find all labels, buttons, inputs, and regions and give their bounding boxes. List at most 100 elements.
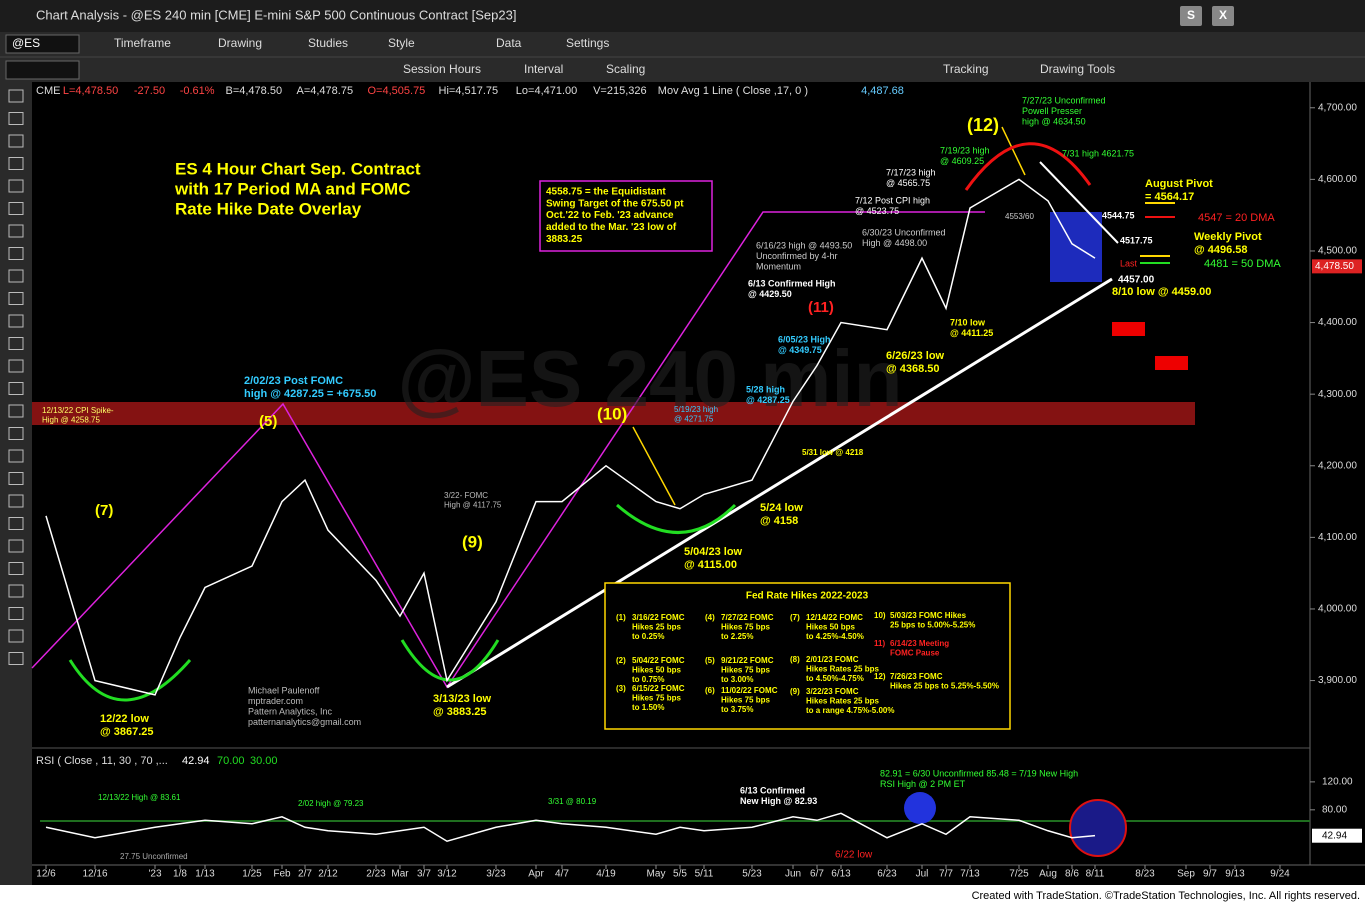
fed-item-label: (2) [616,656,626,665]
annotation: @ 4368.50 [886,363,940,375]
fed-item-label: (4) [705,613,715,622]
toolbar-button[interactable]: Style [388,36,415,50]
fed-item-line: Hikes Rates 25 bps [806,665,879,674]
tool-icon[interactable] [8,359,24,373]
tool-icon[interactable] [8,652,24,665]
x-tick-label: 9/13 [1225,869,1245,880]
status-field: 4,487.68 [861,85,904,97]
window-button[interactable] [1180,6,1202,26]
tool-icon[interactable] [8,112,24,125]
x-tick-label: Apr [528,869,544,880]
annotation: New High @ 82.93 [740,796,817,806]
price-line [45,178,1096,696]
toolbar-button[interactable]: Tracking [943,62,989,76]
tool-icon[interactable] [8,247,24,260]
toolbar-button[interactable]: Studies [308,36,348,50]
tool-icon[interactable] [8,517,24,530]
tool-icon[interactable] [8,314,24,328]
fed-item-line: 2/01/23 FOMC [806,655,859,664]
window-button[interactable] [1212,6,1234,26]
annotation: RSI High @ 2 PM ET [880,779,966,789]
tool-icon[interactable] [8,584,24,598]
annotation: 4481 = 50 DMA [1204,258,1281,270]
annotation: @ 4287.25 [746,395,790,405]
toolbar-button[interactable]: Data [496,36,522,50]
annotation: Momentum [756,262,801,272]
fed-item-label: (8) [790,655,800,664]
symbol-input[interactable] [5,34,80,54]
annotation: Last [1120,258,1138,268]
toolbar-button[interactable]: Drawing [218,36,262,50]
annotation: 5/19/23 high [674,405,718,414]
annotation: High @ 4117.75 [444,501,502,510]
tool-icon[interactable] [8,404,24,418]
toolbar-button[interactable]: Scaling [606,62,645,76]
x-tick-label: 1/13 [195,869,215,880]
wave-line [632,426,676,506]
tool-icon[interactable] [8,449,24,463]
annotation: high @ 4634.50 [1022,117,1086,127]
annotation: 2/02/23 Post FOMC [244,375,343,387]
footer-bar [0,885,1365,906]
tool-icon[interactable] [8,472,24,485]
y-tick-label: 3,900.00 [1318,675,1357,686]
tool-icon[interactable] [8,562,24,575]
annotation: 5/31 low @ 4218 [802,448,864,457]
annotation: mptrader.com [248,696,303,706]
tool-column [0,82,32,885]
toolbar-button[interactable]: Timeframe [114,36,171,50]
tool-icon[interactable] [8,427,24,440]
tool-icon[interactable] [8,179,24,193]
annotation: 4544.75 [1102,210,1135,220]
tool-icon[interactable] [8,269,24,283]
annotation: 4558.75 = the Equidistant [546,187,666,198]
x-tick-label: May [647,869,666,880]
tool-icon[interactable] [8,629,24,643]
interval-input[interactable] [5,60,80,80]
fed-item-line: 3/22/23 FOMC [806,687,859,696]
tool-icon[interactable] [8,382,24,395]
arc [68,659,192,702]
trendline [1039,161,1119,244]
tool-icon[interactable] [8,202,24,215]
rsi-band [40,820,1310,822]
tool-icon[interactable] [8,157,24,170]
tool-icon[interactable] [8,494,24,508]
y2-tick-label: 80.00 [1322,804,1347,815]
annotation: 6/05/23 High [778,334,831,344]
toolbar-button[interactable]: Session Hours [403,62,481,76]
toolbar-button[interactable]: Settings [566,36,609,50]
last-price-label: 4,478.50 [1315,261,1354,272]
rsi-header: 42.94 [182,755,210,767]
tool-icon[interactable] [8,134,24,148]
y-tick-label: 4,500.00 [1318,246,1357,257]
status-field: V=215,326 [593,85,647,97]
arc [400,639,500,682]
x-tick-label: Jun [785,869,801,880]
x-tick-label: 2/23 [366,869,386,880]
tool-icon[interactable] [8,539,24,553]
status-field: -27.50 [134,85,165,97]
tool-icon[interactable] [8,89,24,103]
tool-icon[interactable] [8,337,24,350]
status-field: Hi=4,517.75 [439,85,499,97]
fed-item-line: to 0.25% [632,632,664,641]
annotation: High @ 4258.75 [42,416,100,425]
tool-icon[interactable] [8,292,24,305]
annotation: (9) [462,532,483,551]
tool-icon[interactable] [8,607,24,620]
tool-icon[interactable] [8,224,24,238]
x-tick-label: '23 [148,869,161,880]
fed-item-line: to 0.75% [632,675,664,684]
annotation: 7/27/23 Unconfirmed [1022,95,1106,105]
watermark: @ES 240 min [398,334,903,423]
annotation: @ 4115.00 [684,559,737,571]
toolbar-button[interactable]: Drawing Tools [1040,62,1115,76]
annotation: @ 4496.58 [1194,244,1248,256]
window-button-label: X [1219,8,1227,22]
toolbar-button[interactable]: Interval [524,62,563,76]
x-tick-label: 4/7 [555,869,569,880]
fed-item-line: Hikes 75 bps [721,623,770,632]
annotation: High @ 4498.00 [862,238,927,248]
